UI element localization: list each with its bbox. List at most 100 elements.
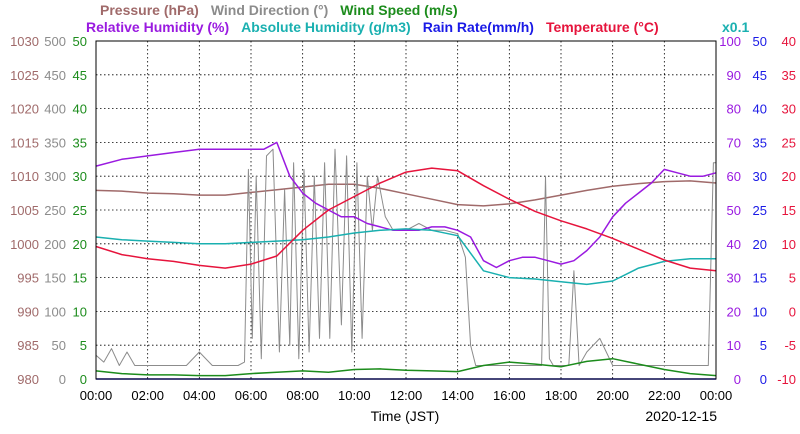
- tick-label-relative_humidity: 100: [719, 34, 741, 49]
- tick-label-temperature: 30: [782, 102, 796, 117]
- tick-label-pressure: 990: [17, 304, 39, 319]
- tick-label-wind_direction: 200: [44, 237, 66, 252]
- tick-label-rain_rate: 30: [753, 169, 767, 184]
- x-tick-label: 16:00: [493, 388, 526, 403]
- tick-label-wind_speed: 5: [80, 338, 87, 353]
- tick-label-wind_direction: 150: [44, 271, 66, 286]
- series-line-2: [95, 357, 717, 377]
- x-tick-label: 08:00: [286, 388, 319, 403]
- legend-item-row2-2: Rain Rate(mm/h): [423, 19, 534, 35]
- x-tick-label: 22:00: [648, 388, 681, 403]
- tick-label-pressure: 995: [17, 271, 39, 286]
- tick-label-pressure: 980: [17, 372, 39, 387]
- series-line-1: [95, 148, 716, 366]
- scale-note: x0.1: [722, 19, 749, 35]
- tick-label-pressure: 1030: [10, 34, 39, 49]
- tick-label-temperature: 10: [782, 237, 796, 252]
- tick-label-temperature: -10: [777, 372, 796, 387]
- tick-label-temperature: -5: [784, 338, 796, 353]
- tick-label-pressure: 1005: [10, 203, 39, 218]
- legend-item-row2-0: Relative Humidity (%): [86, 19, 229, 35]
- tick-label-wind_direction: 500: [44, 34, 66, 49]
- legend-item-row1-0: Pressure (hPa): [100, 2, 199, 18]
- tick-label-relative_humidity: 50: [727, 203, 741, 218]
- tick-label-rain_rate: 45: [753, 68, 767, 83]
- date-label: 2020-12-15: [645, 408, 717, 424]
- tick-label-temperature: 40: [782, 34, 796, 49]
- tick-label-wind_direction: 400: [44, 102, 66, 117]
- plot-area: [95, 40, 717, 380]
- grid: [96, 41, 716, 379]
- series-line-4: [95, 228, 716, 286]
- tick-label-wind_direction: 50: [52, 338, 66, 353]
- tick-label-rain_rate: 25: [753, 203, 767, 218]
- x-tick-label: 00:00: [80, 388, 113, 403]
- legend-item-row1-1: Wind Direction (°): [211, 2, 328, 18]
- legend-item-row2-1: Absolute Humidity (g/m3): [241, 19, 411, 35]
- tick-label-temperature: 35: [782, 68, 796, 83]
- tick-label-wind_direction: 250: [44, 203, 66, 218]
- tick-label-relative_humidity: 40: [727, 237, 741, 252]
- x-tick-label: 20:00: [596, 388, 629, 403]
- tick-label-relative_humidity: 30: [727, 271, 741, 286]
- tick-label-rain_rate: 0: [760, 372, 767, 387]
- tick-label-temperature: 20: [782, 169, 796, 184]
- series-line-0: [95, 180, 717, 207]
- tick-label-rain_rate: 40: [753, 102, 767, 117]
- tick-label-wind_direction: 450: [44, 68, 66, 83]
- tick-label-relative_humidity: 20: [727, 304, 741, 319]
- tick-label-rain_rate: 10: [753, 304, 767, 319]
- series-line-3: [95, 141, 717, 269]
- tick-label-temperature: 0: [789, 304, 796, 319]
- tick-label-wind_speed: 30: [73, 169, 87, 184]
- left-axes: 1030102510201015101010051000995990985980…: [10, 34, 87, 387]
- tick-label-relative_humidity: 70: [727, 135, 741, 150]
- tick-label-wind_speed: 25: [73, 203, 87, 218]
- tick-label-wind_speed: 10: [73, 304, 87, 319]
- tick-label-relative_humidity: 0: [734, 372, 741, 387]
- x-tick-label: 14:00: [441, 388, 474, 403]
- x-tick-label: 10:00: [338, 388, 371, 403]
- legend-item-row1-2: Wind Speed (m/s): [340, 2, 457, 18]
- tick-label-temperature: 25: [782, 135, 796, 150]
- right-axes: 1009080706050403020100504540353025201510…: [719, 34, 796, 387]
- tick-label-pressure: 1025: [10, 68, 39, 83]
- tick-label-wind_direction: 100: [44, 304, 66, 319]
- tick-label-wind_direction: 0: [59, 372, 66, 387]
- tick-label-rain_rate: 20: [753, 237, 767, 252]
- tick-label-rain_rate: 35: [753, 135, 767, 150]
- tick-label-rain_rate: 15: [753, 271, 767, 286]
- tick-label-wind_speed: 50: [73, 34, 87, 49]
- legend-row-1: Pressure (hPa) Wind Direction (°) Wind Spe…: [100, 2, 458, 18]
- tick-label-relative_humidity: 10: [727, 338, 741, 353]
- x-tick-label: 04:00: [183, 388, 216, 403]
- tick-label-pressure: 1000: [10, 237, 39, 252]
- x-axis-title: Time (JST): [371, 408, 440, 424]
- tick-label-rain_rate: 50: [753, 34, 767, 49]
- legend-item-row2-3: Temperature (°C): [546, 19, 659, 35]
- x-tick-label: 06:00: [235, 388, 268, 403]
- legend-row-2: Relative Humidity (%) Absolute Humidity (…: [86, 19, 749, 35]
- tick-label-relative_humidity: 80: [727, 102, 741, 117]
- tick-label-pressure: 1020: [10, 102, 39, 117]
- tick-label-wind_speed: 15: [73, 271, 87, 286]
- tick-label-relative_humidity: 90: [727, 68, 741, 83]
- tick-label-temperature: 5: [789, 271, 796, 286]
- tick-label-temperature: 15: [782, 203, 796, 218]
- plot-frame: [95, 40, 717, 380]
- x-axis: 00:00 02:00 04:00 06:00 08:00 10:00 12:00 14:00…: [80, 388, 733, 403]
- tick-label-wind_speed: 20: [73, 237, 87, 252]
- tick-label-wind_direction: 300: [44, 169, 66, 184]
- x-tick-label: 02:00: [131, 388, 164, 403]
- series-line-6: [95, 167, 717, 272]
- tick-label-pressure: 985: [17, 338, 39, 353]
- tick-label-wind_speed: 0: [80, 372, 87, 387]
- tick-label-pressure: 1015: [10, 135, 39, 150]
- tick-label-wind_speed: 35: [73, 135, 87, 150]
- tick-label-relative_humidity: 60: [727, 169, 741, 184]
- tick-label-wind_speed: 45: [73, 68, 87, 83]
- tick-label-wind_speed: 40: [73, 102, 87, 117]
- tick-label-wind_direction: 350: [44, 135, 66, 150]
- tick-label-pressure: 1010: [10, 169, 39, 184]
